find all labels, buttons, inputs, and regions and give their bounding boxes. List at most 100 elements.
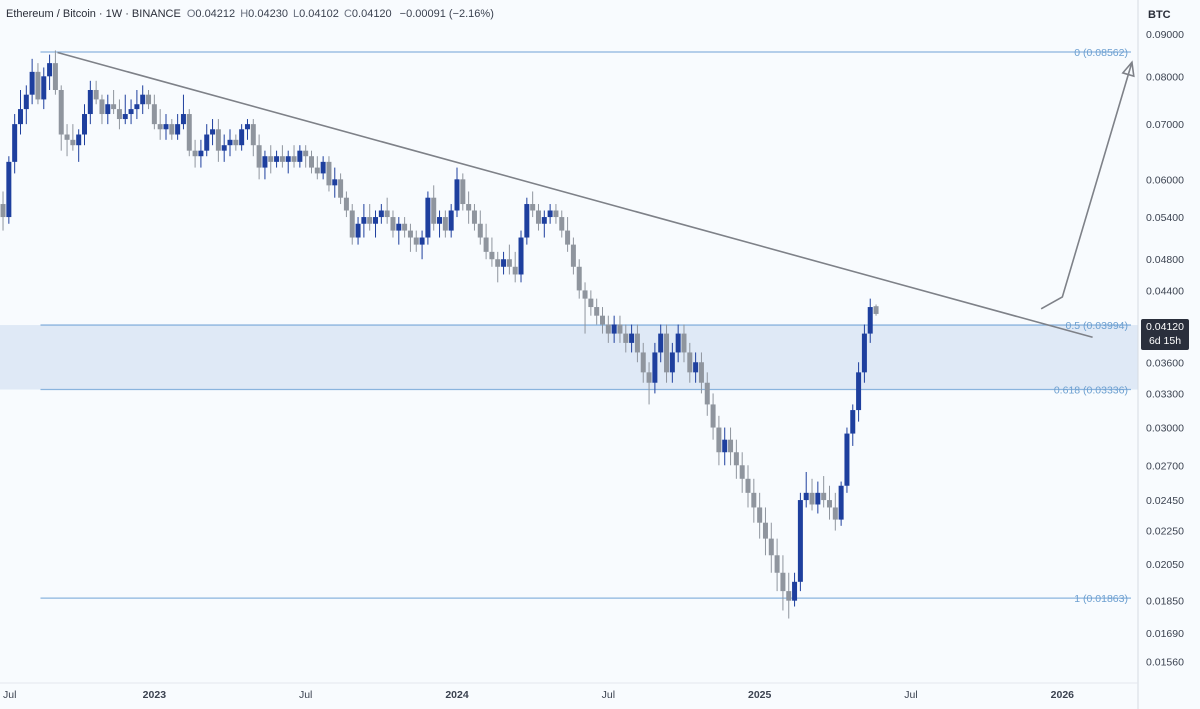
candle-body[interactable] — [600, 315, 606, 325]
candle-body[interactable] — [815, 492, 821, 505]
candle-body[interactable] — [343, 197, 349, 211]
candle-body[interactable] — [233, 139, 239, 146]
candle-body[interactable] — [530, 204, 536, 211]
candle-body[interactable] — [669, 352, 675, 373]
candle-body[interactable] — [559, 217, 565, 231]
candle-body[interactable] — [698, 362, 704, 383]
candle-body[interactable] — [570, 244, 576, 267]
candle-body[interactable] — [565, 230, 571, 245]
candle-body[interactable] — [629, 333, 635, 343]
candle-body[interactable] — [227, 139, 233, 146]
candle-body[interactable] — [41, 76, 47, 100]
candle-body[interactable] — [274, 156, 280, 162]
candle-body[interactable] — [594, 307, 600, 316]
candle-body[interactable] — [501, 259, 507, 267]
candle-body[interactable] — [250, 124, 256, 146]
candle-body[interactable] — [291, 156, 297, 162]
candle-body[interactable] — [76, 134, 82, 146]
candle-body[interactable] — [297, 150, 303, 162]
candle-body[interactable] — [180, 114, 186, 125]
candle-body[interactable] — [646, 372, 652, 383]
candle-body[interactable] — [105, 104, 111, 115]
candle-body[interactable] — [774, 555, 780, 573]
candle-body[interactable] — [390, 217, 396, 231]
candle-body[interactable] — [12, 124, 18, 162]
candle-body[interactable] — [838, 485, 844, 520]
candle-body[interactable] — [338, 179, 344, 198]
candle-body[interactable] — [623, 333, 629, 343]
candle-body[interactable] — [797, 500, 803, 582]
candle-body[interactable] — [367, 217, 373, 224]
candle-body[interactable] — [664, 333, 670, 373]
price-axis-currency[interactable]: BTC — [1148, 9, 1171, 21]
candle-body[interactable] — [244, 124, 250, 130]
candle-body[interactable] — [157, 124, 163, 130]
candle-body[interactable] — [768, 538, 774, 556]
candle-body[interactable] — [70, 139, 76, 146]
candle-body[interactable] — [605, 324, 611, 334]
candle-body[interactable] — [140, 94, 146, 105]
candle-body[interactable] — [704, 382, 710, 405]
candle-body[interactable] — [675, 333, 681, 353]
candle-body[interactable] — [308, 156, 314, 168]
time-axis[interactable]: Jul 2023 Jul 2024 Jul 2025 Jul 2026 — [3, 689, 1074, 701]
candle-body[interactable] — [116, 109, 122, 120]
candle-body[interactable] — [518, 237, 524, 275]
candle-body[interactable] — [6, 161, 12, 218]
candle-body[interactable] — [35, 71, 41, 100]
candle-body[interactable] — [82, 114, 88, 135]
candle-body[interactable] — [349, 210, 355, 238]
candle-body[interactable] — [355, 223, 361, 238]
candle-body[interactable] — [0, 204, 6, 218]
candle-body[interactable] — [722, 439, 728, 453]
candle-body[interactable] — [419, 237, 425, 245]
candle-body[interactable] — [867, 307, 873, 334]
candle-body[interactable] — [611, 324, 617, 334]
price-axis[interactable]: 0.09000 0.08000 0.07000 0.06000 0.05400 0.048… — [1146, 29, 1184, 669]
candle-body[interactable] — [99, 99, 105, 115]
candle-body[interactable] — [93, 89, 99, 100]
candle-body[interactable] — [52, 63, 58, 90]
candle-body[interactable] — [268, 156, 274, 162]
candle-body[interactable] — [495, 259, 501, 267]
candle-body[interactable] — [413, 237, 419, 245]
candle-body[interactable] — [64, 134, 70, 140]
candle-body[interactable] — [832, 507, 838, 520]
candle-body[interactable] — [681, 333, 687, 353]
candle-body[interactable] — [215, 129, 221, 151]
candle-body[interactable] — [361, 217, 367, 224]
candle-body[interactable] — [553, 210, 559, 218]
candle-body[interactable] — [373, 217, 379, 224]
candle-body[interactable] — [87, 89, 93, 115]
candle-body[interactable] — [728, 439, 734, 453]
candle-body[interactable] — [826, 500, 832, 508]
candle-body[interactable] — [320, 161, 326, 174]
candle-body[interactable] — [757, 507, 763, 523]
candle-body[interactable] — [535, 210, 541, 224]
candle-body[interactable] — [745, 478, 751, 493]
candle-body[interactable] — [256, 145, 262, 168]
candle-body[interactable] — [17, 109, 23, 125]
candle-body[interactable] — [792, 581, 798, 601]
candle-body[interactable] — [29, 71, 35, 95]
candle-body[interactable] — [460, 179, 466, 205]
candle-body[interactable] — [751, 492, 757, 508]
candle-body[interactable] — [221, 145, 227, 151]
candle-body[interactable] — [163, 124, 169, 130]
candle-body[interactable] — [803, 492, 809, 501]
candle-body[interactable] — [303, 150, 309, 157]
candle-body[interactable] — [483, 237, 489, 252]
candle-body[interactable] — [687, 352, 693, 373]
candle-body[interactable] — [547, 210, 553, 218]
candle-body[interactable] — [809, 492, 815, 505]
candle-body[interactable] — [821, 492, 827, 501]
candle-body[interactable] — [588, 298, 594, 308]
symbol-label[interactable]: Ethereum / Bitcoin · 1W · BINANCE — [6, 8, 181, 20]
candle-body[interactable] — [239, 129, 245, 146]
candle-body[interactable] — [693, 362, 699, 373]
candle-body[interactable] — [617, 324, 623, 334]
candle-body[interactable] — [739, 465, 745, 479]
candle-body[interactable] — [402, 223, 408, 231]
candle-body[interactable] — [466, 204, 472, 211]
candle-body[interactable] — [658, 333, 664, 353]
